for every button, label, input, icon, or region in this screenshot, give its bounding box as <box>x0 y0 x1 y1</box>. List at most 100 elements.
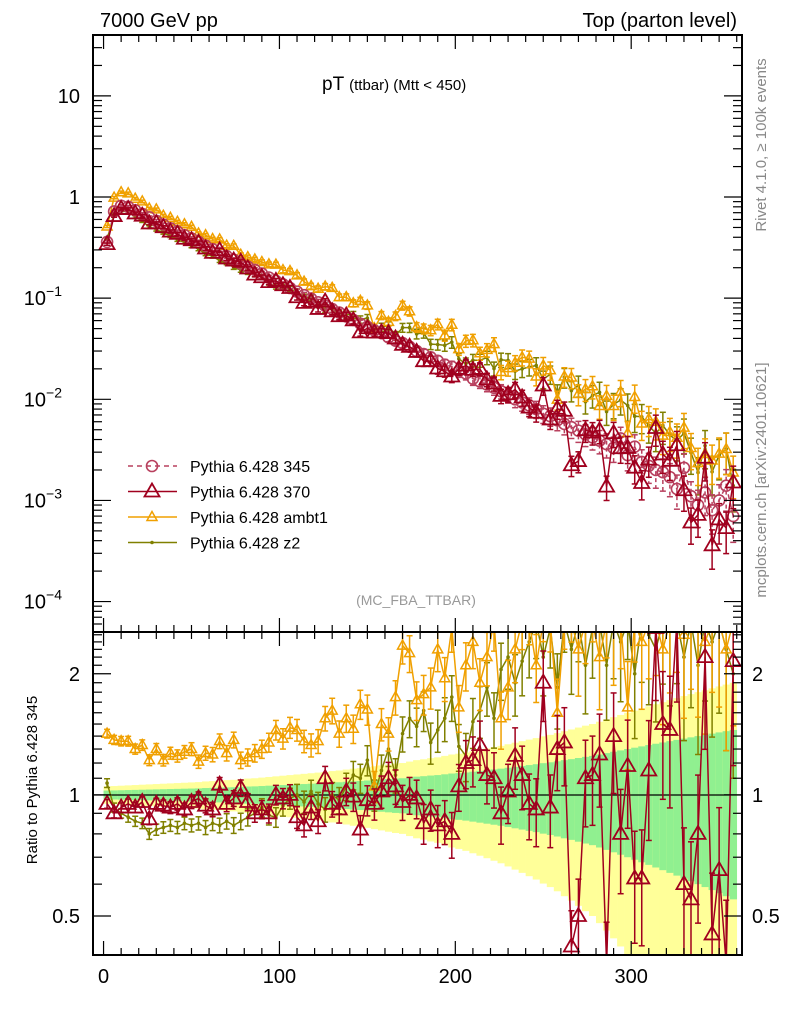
ratio-y-label: Ratio to Pythia 6.428 345 <box>24 696 41 864</box>
ratio-y-tick-label: 2 <box>69 664 80 686</box>
series-ambt1-ratio-marker <box>297 734 311 746</box>
inner-band-bin <box>659 742 667 871</box>
series-370-ratio-marker <box>456 753 475 769</box>
series-ambt1-marker <box>283 264 297 276</box>
series-ambt1-ratio-marker <box>403 646 416 658</box>
inner-band-bin <box>631 747 639 860</box>
series-z2-ratio-marker <box>668 626 672 630</box>
series-z2-marker <box>365 316 370 320</box>
series-370-marker <box>674 480 694 497</box>
series-z2-marker <box>499 357 503 362</box>
series-370-ratio-marker <box>379 768 398 785</box>
series-ambt1-ratio-marker <box>192 754 205 766</box>
inner-band-bin <box>722 731 730 897</box>
series-370-ratio-marker <box>632 868 651 885</box>
series-ambt1-ratio-marker <box>424 680 437 692</box>
series-370-marker <box>119 199 138 215</box>
series-ambt1-marker <box>529 369 543 381</box>
series-370-ratio-marker <box>252 799 271 816</box>
series-ambt1-marker <box>332 290 346 302</box>
series-ambt1-marker <box>100 219 114 231</box>
series-ambt1-marker <box>248 252 262 264</box>
series-370-ratio-marker <box>175 799 194 816</box>
y-tick-label: 10−2 <box>24 384 62 411</box>
series-370-ratio-marker <box>555 732 574 749</box>
series-z2-marker <box>534 363 539 368</box>
series-z2-ratio-marker <box>400 731 405 736</box>
series-ambt1-marker <box>508 355 522 367</box>
series-370-marker <box>688 505 708 521</box>
series-370-ratio-marker <box>217 794 236 810</box>
series-370-marker <box>590 420 609 437</box>
series-ambt1-ratio-marker <box>339 711 353 723</box>
series-370-ratio-marker <box>344 786 363 803</box>
series-ambt1-marker <box>290 268 304 280</box>
series-ambt1-marker <box>438 328 452 340</box>
inner-band-bin <box>680 738 688 879</box>
series-z2-marker <box>435 342 440 347</box>
series-ambt1-ratio-marker <box>318 711 332 723</box>
series-370-marker <box>435 361 454 378</box>
series-ambt1-marker <box>501 361 515 373</box>
series-370-marker <box>710 509 729 526</box>
series-370-ratio-marker <box>203 799 222 816</box>
series-370-marker <box>449 359 468 375</box>
x-tick-label: 300 <box>615 966 648 988</box>
series-370-ratio-marker <box>646 632 665 634</box>
series-370-ratio-marker <box>583 765 602 781</box>
series-z2-ratio-marker <box>196 821 201 826</box>
series-370-marker <box>245 264 264 281</box>
series-370-marker <box>667 435 686 452</box>
series-370-marker <box>344 310 363 327</box>
series-370-marker <box>597 476 616 493</box>
series-ambt1-marker <box>719 442 733 454</box>
inner-band-bin <box>701 734 709 888</box>
series-370-ratio-marker <box>527 799 546 816</box>
series-ambt1-ratio-marker <box>325 703 339 715</box>
series-ambt1-marker <box>178 217 191 229</box>
series-370-ratio-marker <box>231 778 250 794</box>
series-370-ratio-marker <box>358 790 377 807</box>
series-345-marker <box>677 461 691 475</box>
mcplots-label: mcplots.cern.ch [arXiv:2401.10621] <box>753 362 770 597</box>
series-370-marker <box>583 422 602 439</box>
series-370-marker <box>337 305 356 322</box>
inner-band-bin <box>441 774 449 819</box>
series-370-ratio-marker <box>316 768 335 785</box>
analysis-label: (MC_FBA_TTBAR) <box>356 592 476 608</box>
x-tick-label: 100 <box>263 966 296 988</box>
series-ambt1-ratio-marker <box>473 675 487 687</box>
series-ambt1-marker <box>544 363 557 375</box>
series-z2-marker <box>604 409 609 414</box>
series-ambt1-ratio-marker <box>311 734 325 746</box>
series-370-ratio-marker <box>618 756 637 772</box>
series-370-marker <box>625 457 644 474</box>
series-ambt1-marker <box>135 194 149 206</box>
series-ambt1-ratio-marker <box>459 658 473 670</box>
series-ambt1-marker <box>361 298 374 310</box>
series-370-ratio-marker <box>259 803 278 820</box>
series-ambt1-marker <box>262 257 276 269</box>
legend-370-label: Pythia 6.428 370 <box>190 485 310 502</box>
ratio-y-tick-label-right: 0.5 <box>752 906 780 928</box>
series-z2-ratio-marker <box>168 823 173 828</box>
series-370-ratio-marker <box>112 797 131 814</box>
inner-band-bin <box>638 746 646 863</box>
series-370-marker <box>266 271 285 287</box>
series-370-marker <box>302 291 321 308</box>
series-z2-ratio-marker <box>154 827 159 832</box>
series-ambt1-marker <box>128 191 142 203</box>
series-370-marker <box>428 358 447 375</box>
series-370-ratio-marker <box>724 651 742 668</box>
series-ambt1-marker <box>684 440 698 453</box>
series-370-ratio-marker <box>569 906 588 922</box>
inner-band-bin <box>539 763 548 834</box>
series-370-marker <box>534 375 553 392</box>
plot-title: pT (ttbar) (Mtt < 450) <box>322 74 466 95</box>
series-370-marker <box>287 287 307 304</box>
series-ambt1-marker <box>107 190 121 202</box>
series-370-ratio-marker <box>280 785 300 801</box>
series-370-marker <box>696 447 715 464</box>
series-370-ratio-marker <box>696 647 715 664</box>
